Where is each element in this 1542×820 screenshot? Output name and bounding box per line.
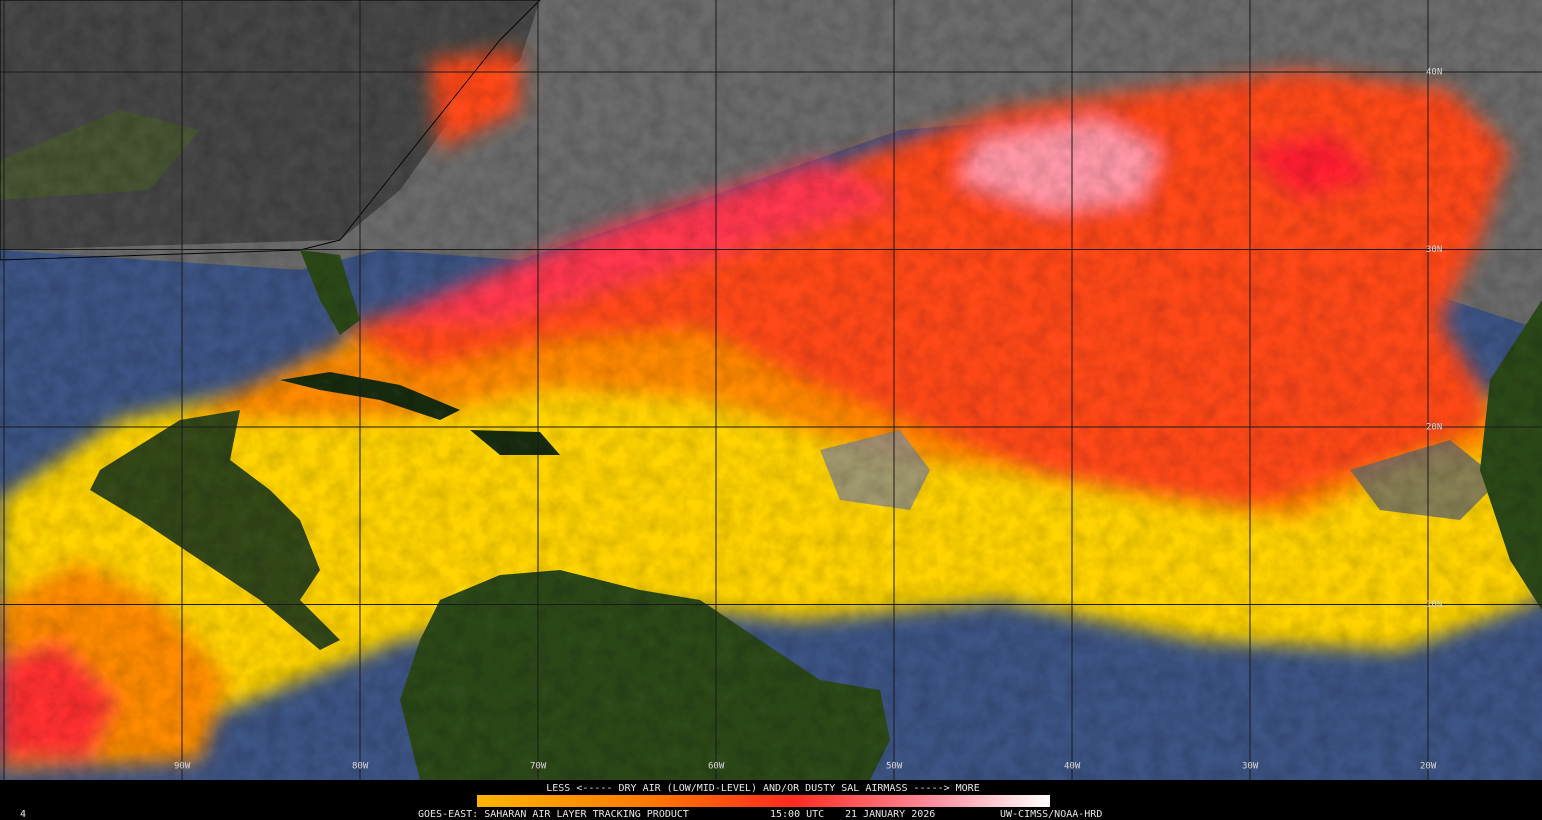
lon-label: 70W <box>530 762 547 772</box>
lat-label: 30N <box>1426 245 1442 255</box>
date: 21 JANUARY 2026 <box>845 809 935 820</box>
time: 15:00 UTC <box>770 809 824 820</box>
lon-label: 60W <box>708 762 725 772</box>
credit: UW-CIMSS/NOAA-HRD <box>1000 809 1102 820</box>
graticule <box>0 0 1542 780</box>
imagery <box>0 0 1542 780</box>
colorbar-caption: LESS <----- DRY AIR (LOW/MID-LEVEL) AND/… <box>546 783 979 794</box>
colorbar <box>477 795 1050 807</box>
lon-label: 80W <box>352 762 369 772</box>
frame-number: 4 <box>20 809 26 820</box>
product-name: GOES-EAST: SAHARAN AIR LAYER TRACKING PR… <box>418 809 689 820</box>
lat-label: 40N <box>1426 68 1442 78</box>
lat-label: 20N <box>1426 423 1442 433</box>
lon-label: 90W <box>174 762 191 772</box>
lon-label: 50W <box>886 762 903 772</box>
lon-label: 30W <box>1242 762 1259 772</box>
lon-label: 20W <box>1420 762 1437 772</box>
lat-label: 10N <box>1426 600 1442 610</box>
lon-label: 40W <box>1064 762 1081 772</box>
